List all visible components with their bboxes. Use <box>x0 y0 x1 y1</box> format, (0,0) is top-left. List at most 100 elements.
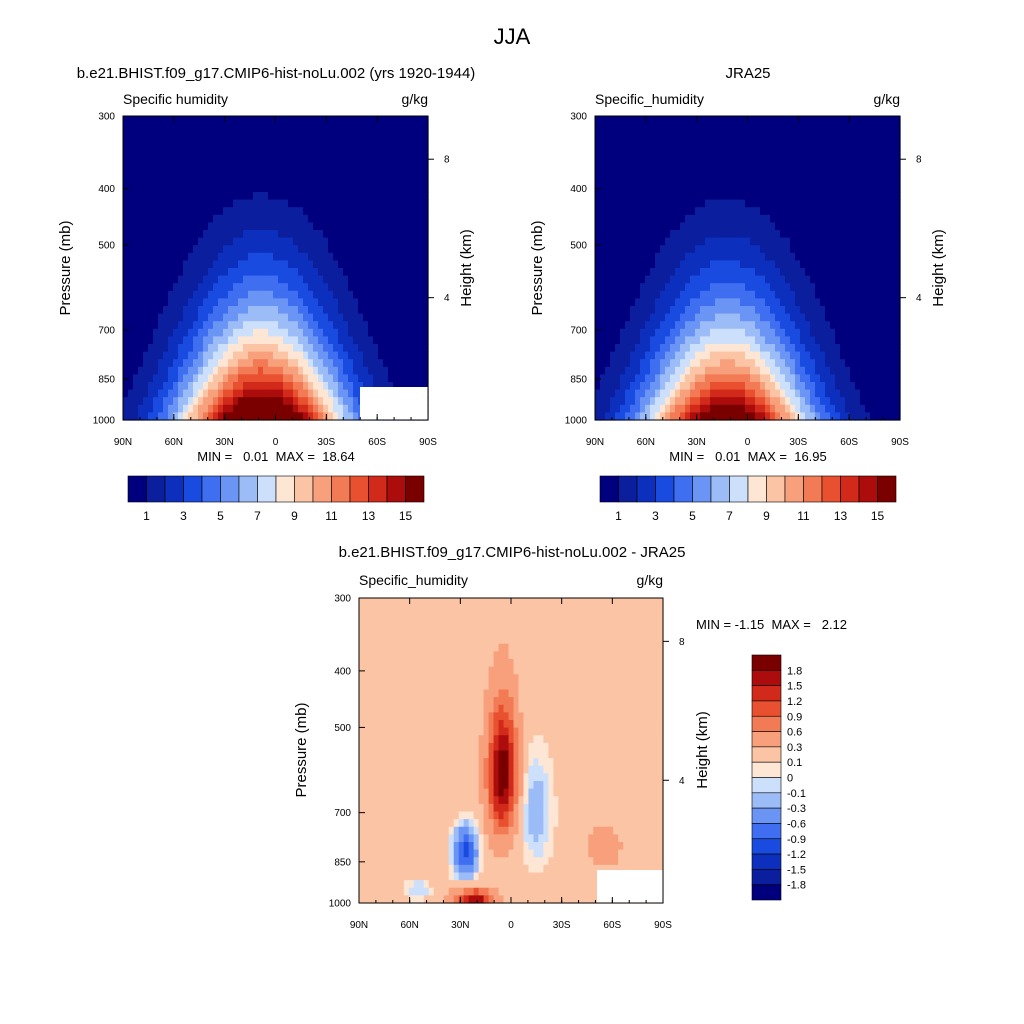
contour-cell <box>388 116 394 125</box>
contour-cell <box>258 131 264 140</box>
contour-cell <box>423 161 429 170</box>
contour-cell <box>860 169 866 178</box>
contour-cell <box>263 374 269 383</box>
contour-cell <box>173 328 179 337</box>
contour-cell <box>398 214 404 223</box>
contour-cell <box>243 207 249 216</box>
contour-cell <box>865 359 871 368</box>
contour-cell <box>313 412 319 421</box>
contour-cell <box>800 344 806 353</box>
contour-cell <box>253 321 259 330</box>
contour-cell <box>785 169 791 178</box>
contour-cell <box>263 412 269 421</box>
contour-cell <box>845 382 851 391</box>
contour-cell <box>383 169 389 178</box>
contour-cell <box>268 336 274 345</box>
contour-cell <box>168 290 174 299</box>
contour-cell <box>228 245 234 254</box>
contour-cell <box>740 214 746 223</box>
contour-cell <box>253 275 259 284</box>
contour-cell <box>368 176 374 185</box>
contour-cell <box>805 313 811 322</box>
contour-cell <box>228 199 234 208</box>
contour-cell <box>875 237 881 246</box>
contour-cell <box>880 374 886 383</box>
contour-cell <box>885 328 891 337</box>
contour-cell <box>393 374 399 383</box>
contour-cell <box>408 374 414 383</box>
contour-cell <box>303 222 309 231</box>
contour-cell <box>248 328 254 337</box>
colorbar-box <box>294 475 314 503</box>
contour-cell <box>870 192 876 201</box>
contour-cell <box>153 412 159 421</box>
contour-cell <box>690 344 696 353</box>
contour-cell <box>670 313 676 322</box>
contour-cell <box>198 169 204 178</box>
contour-cell <box>785 344 791 353</box>
contour-cell <box>850 298 856 307</box>
contour-cell <box>163 397 169 406</box>
contour-cell <box>123 245 129 254</box>
contour-cell <box>610 146 616 155</box>
contour-cell <box>128 116 134 125</box>
contour-cell <box>755 359 761 368</box>
contour-cell <box>645 404 651 413</box>
contour-cell <box>680 374 686 383</box>
contour-cell <box>193 146 199 155</box>
contour-cell <box>403 252 409 261</box>
contour-cell <box>870 351 876 360</box>
contour-cell <box>795 359 801 368</box>
contour-cell <box>378 237 384 246</box>
contour-cell <box>610 351 616 360</box>
contour-cell <box>760 351 766 360</box>
contour-cell <box>835 184 841 193</box>
contour-cell <box>408 184 414 193</box>
contour-cell <box>620 374 626 383</box>
contour-cell <box>153 359 159 368</box>
contour-cell <box>760 397 766 406</box>
contour-cell <box>680 389 686 398</box>
contour-cell <box>178 222 184 231</box>
contour-cell <box>810 268 816 277</box>
contour-cell <box>745 290 751 299</box>
contour-cell <box>675 344 681 353</box>
contour-cell <box>418 374 424 383</box>
contour-cell <box>373 161 379 170</box>
contour-cell <box>318 313 324 322</box>
contour-cell <box>705 161 711 170</box>
contour-cell <box>865 374 871 383</box>
contour-cell <box>143 131 149 140</box>
contour-cell <box>258 359 264 368</box>
contour-cell <box>830 260 836 269</box>
contour-cell <box>163 123 169 132</box>
contour-cell <box>258 214 264 223</box>
contour-cell <box>158 260 164 269</box>
contour-cell <box>388 351 394 360</box>
contour-cell <box>158 138 164 147</box>
contour-cell <box>123 412 129 421</box>
contour-cell <box>835 344 841 353</box>
contour-cell <box>605 138 611 147</box>
contour-cell <box>133 298 139 307</box>
contour-cell <box>600 404 606 413</box>
contour-cell <box>705 344 711 353</box>
contour-cell <box>408 382 414 391</box>
contour-cell <box>680 192 686 201</box>
contour-cell <box>183 260 189 269</box>
contour-cell <box>830 397 836 406</box>
contour-cell <box>423 290 429 299</box>
contour-cell <box>413 359 419 368</box>
contour-cell <box>148 260 154 269</box>
contour-cell <box>128 290 134 299</box>
contour-cell <box>363 351 369 360</box>
contour-cell <box>620 313 626 322</box>
contour-cell <box>710 192 716 201</box>
contour-cell <box>775 328 781 337</box>
contour-cell <box>303 389 309 398</box>
contour-cell <box>348 382 354 391</box>
contour-cell <box>243 344 249 353</box>
contour-cell <box>840 123 846 132</box>
contour-cell <box>273 161 279 170</box>
contour-cell <box>223 237 229 246</box>
